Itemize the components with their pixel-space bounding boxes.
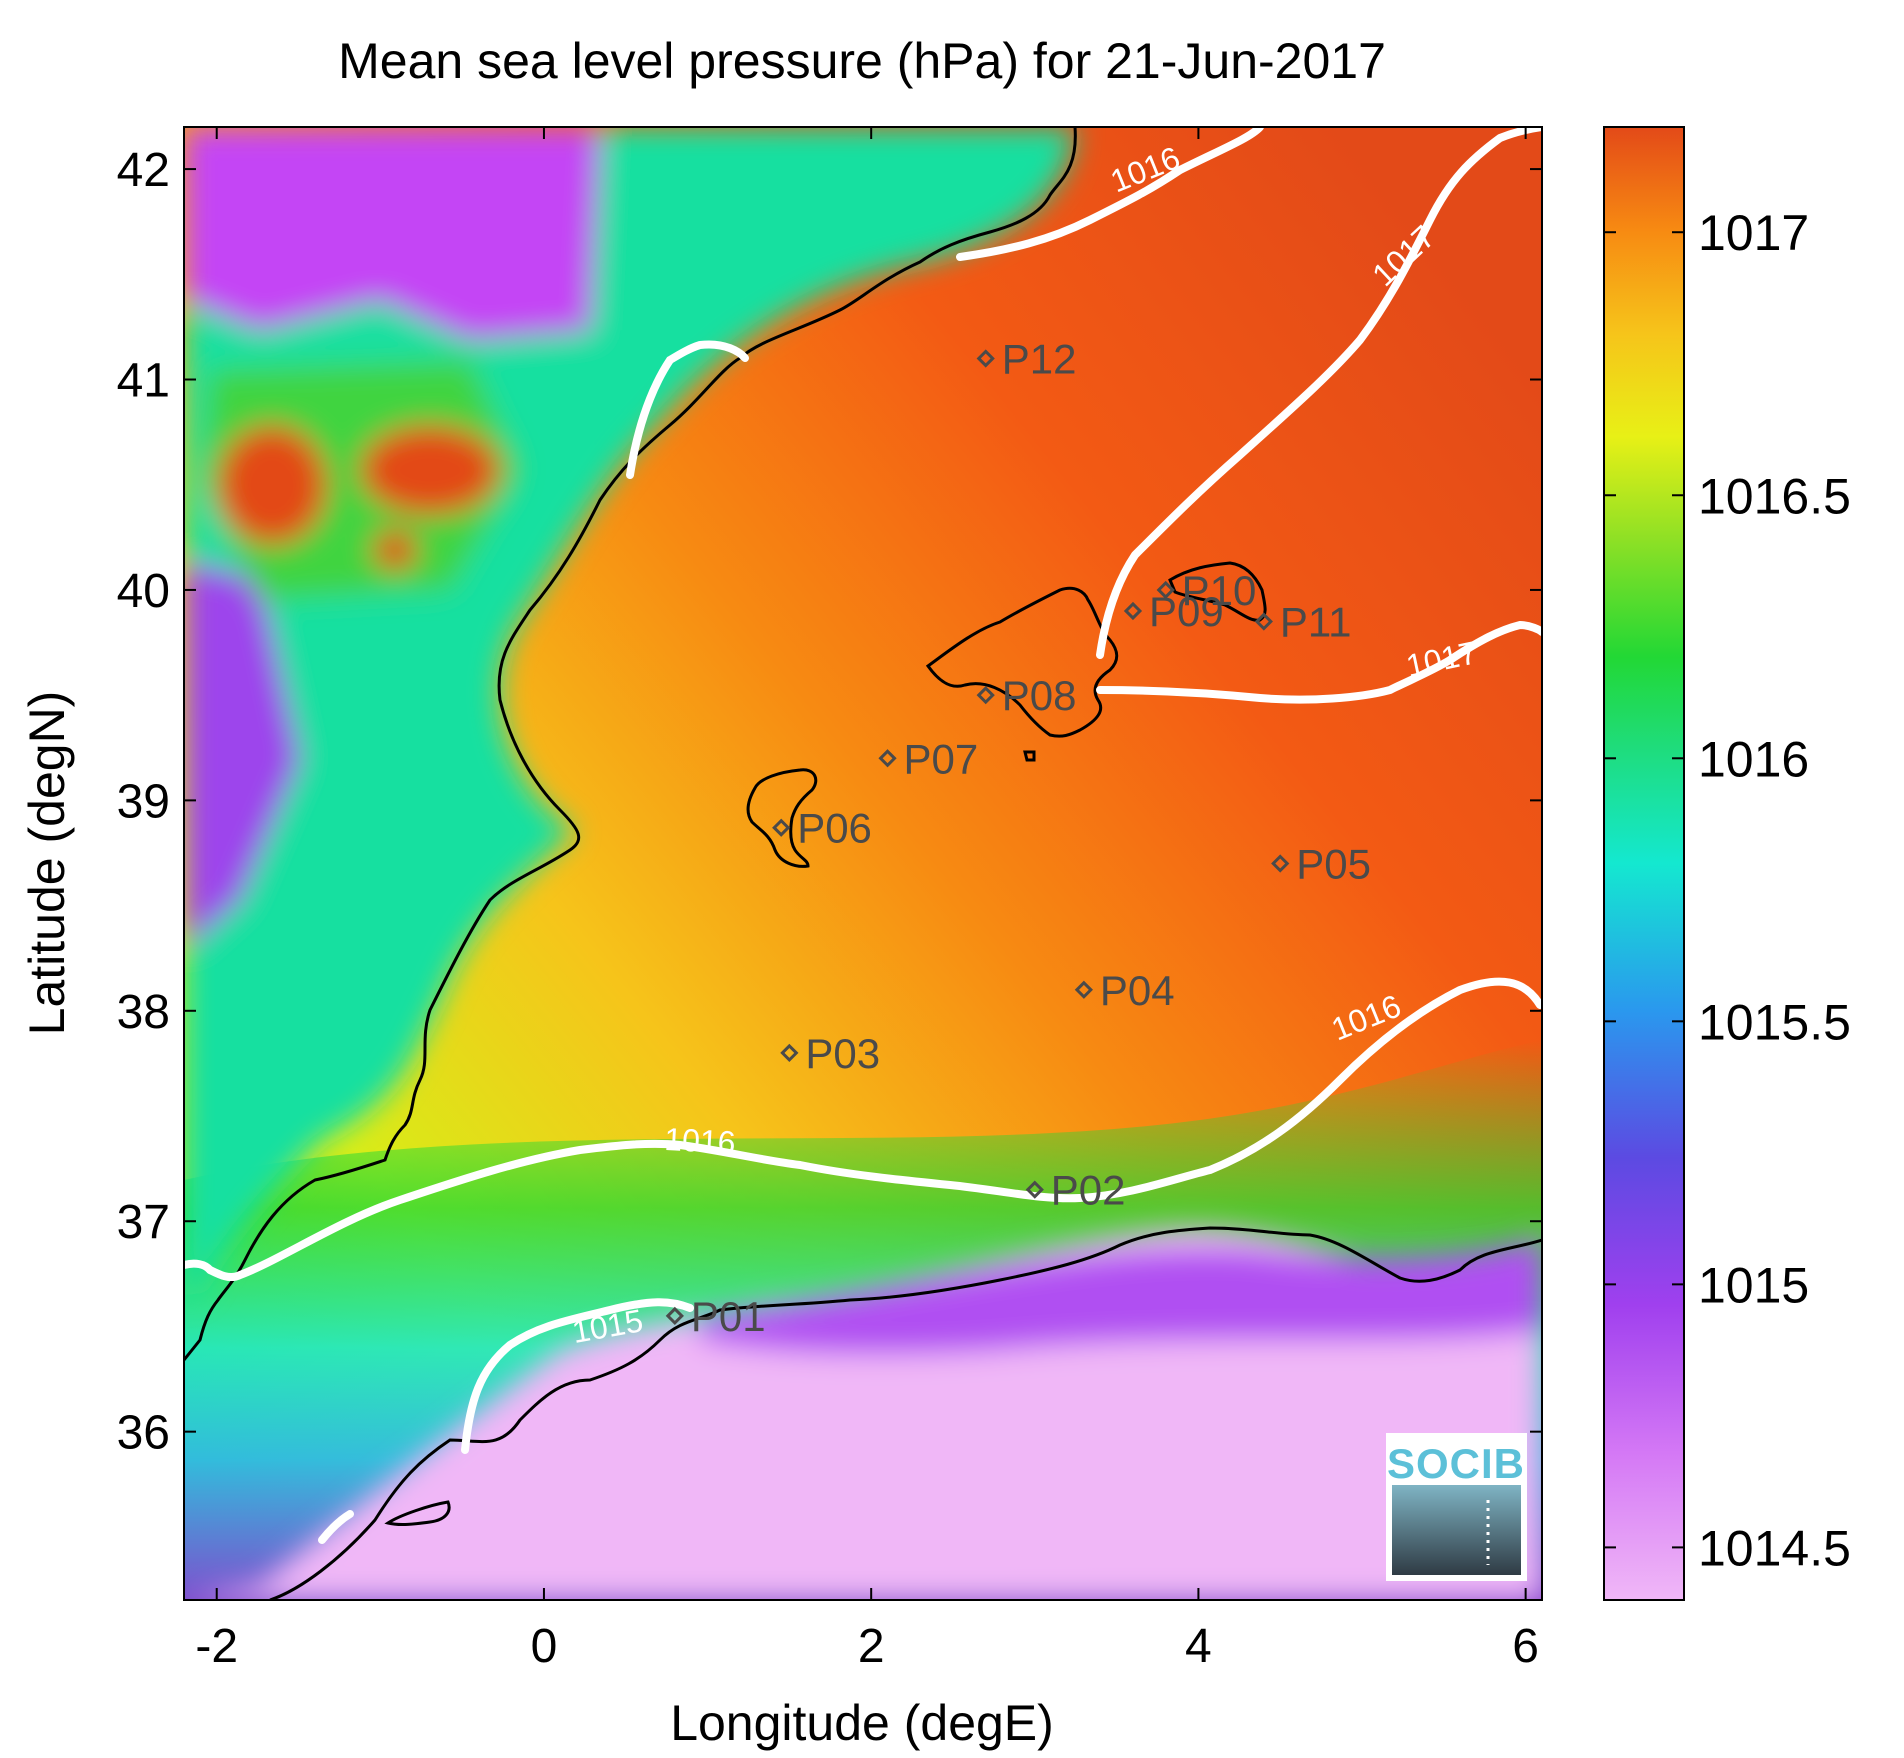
logo-text: SOCIB <box>1387 1440 1525 1487</box>
iberia-purple-west <box>184 560 300 950</box>
x-axis: -2 0 2 4 6 <box>195 127 1539 1673</box>
station-p04: P04 <box>1074 967 1175 1014</box>
ibiza-coastline <box>746 768 818 868</box>
station-p01: P01 <box>665 1293 766 1340</box>
station-marker <box>976 349 995 368</box>
station-marker <box>878 749 897 768</box>
y-tick-label: 37 <box>117 1196 170 1249</box>
colorbar: 1014.5 1015 1015.5 1016 1016.5 1017 <box>1603 126 1851 1601</box>
iberia-coastline <box>184 127 1077 1361</box>
station-label: P10 <box>1182 567 1257 614</box>
colorbar-tick-label: 1017 <box>1698 205 1809 261</box>
station-p11: P11 <box>1254 599 1352 646</box>
pressure-contours <box>184 127 1542 1544</box>
station-p06: P06 <box>772 805 872 852</box>
y-tick-label: 40 <box>117 565 170 618</box>
station-label: P06 <box>797 805 872 852</box>
x-axis-title: Longitude (degE) <box>670 1695 1054 1751</box>
iberia-purple-patches <box>184 127 600 340</box>
x-tick-label: -2 <box>195 1620 238 1673</box>
contour-1016-north-coast <box>626 340 749 479</box>
station-marker <box>976 686 995 705</box>
africa-purple-strip <box>700 1240 1542 1355</box>
x-tick-label: 2 <box>858 1620 885 1673</box>
menorca-coastline <box>1168 561 1267 622</box>
colorbar-tick-label: 1015 <box>1698 1257 1809 1313</box>
y-tick-label: 36 <box>117 1407 170 1460</box>
contour-1015-south <box>461 1298 694 1454</box>
station-marker <box>780 1043 799 1063</box>
colorbar-tick-label: 1016 <box>1698 731 1809 787</box>
station-label: P07 <box>904 735 979 782</box>
station-label: P03 <box>805 1030 880 1077</box>
y-tick-label: 41 <box>117 355 170 408</box>
station-marker <box>1025 1180 1044 1199</box>
station-p12: P12 <box>976 335 1077 382</box>
y-tick-label: 42 <box>117 144 170 197</box>
alboran-island <box>384 1500 451 1527</box>
station-marker <box>1123 601 1143 621</box>
mallorca-coastline <box>925 586 1119 738</box>
station-marker <box>1156 580 1175 600</box>
contour-1017-east <box>1096 620 1542 704</box>
station-marker <box>665 1306 684 1326</box>
station-p08: P08 <box>976 672 1077 719</box>
y-tick-label: 39 <box>117 775 170 828</box>
station-marker <box>1254 612 1273 631</box>
logo-image <box>1392 1485 1521 1575</box>
plot-frame <box>183 126 1543 1601</box>
inland-high-pressure-cell-south <box>373 530 417 570</box>
cabrera-island <box>1023 750 1036 762</box>
contour-1015-southwest <box>318 1510 354 1544</box>
station-p02: P02 <box>1025 1167 1126 1214</box>
station-p10: P10 <box>1156 567 1257 614</box>
station-marker <box>1271 854 1290 873</box>
colorbar-tick-label: 1014.5 <box>1698 1520 1851 1576</box>
station-label: P05 <box>1296 841 1371 888</box>
contour-label: 1016 <box>663 1121 736 1161</box>
station-label: P09 <box>1149 588 1224 635</box>
station-label: P02 <box>1051 1167 1126 1214</box>
station-label: P11 <box>1280 599 1352 646</box>
colorbar-ticks: 1014.5 1015 1015.5 1016 1016.5 1017 <box>1604 205 1851 1576</box>
contour-1016-south <box>206 977 1542 1282</box>
station-p07: P07 <box>878 735 979 782</box>
x-tick-label: 0 <box>531 1620 558 1673</box>
plot-title: Mean sea level pressure (hPa) for 21-Jun… <box>338 33 1386 89</box>
contour-1016-southwest-edge <box>184 1259 214 1274</box>
x-tick-label: 6 <box>1512 1620 1539 1673</box>
station-label: P08 <box>1002 672 1077 719</box>
inland-high-pressure-cell-east <box>360 425 500 515</box>
station-p09: P09 <box>1123 588 1224 635</box>
station-marker <box>772 818 791 837</box>
x-tick-label: 4 <box>1185 1620 1212 1673</box>
colorbar-gradient <box>1603 126 1685 1601</box>
contour-1016-north <box>956 127 1264 261</box>
y-axis-title: Latitude (degN) <box>19 691 75 1036</box>
contour-1017-north <box>1096 127 1542 659</box>
inland-high-pressure-cell-west <box>217 425 327 545</box>
colorbar-tick-label: 1016.5 <box>1698 468 1851 524</box>
station-label: P04 <box>1100 967 1175 1014</box>
station-label: P12 <box>1002 335 1077 382</box>
station-p05: P05 <box>1271 841 1371 888</box>
land-pressure-field <box>184 127 1542 1600</box>
station-marker <box>1074 980 1094 999</box>
colorbar-tick-label: 1015.5 <box>1698 994 1851 1050</box>
y-axis: 36 37 38 39 40 41 42 <box>117 144 1542 1460</box>
station-label: P01 <box>691 1293 766 1340</box>
station-p03: P03 <box>780 1030 880 1077</box>
socib-logo: SOCIB <box>1386 1433 1527 1581</box>
y-tick-label: 38 <box>117 986 170 1039</box>
